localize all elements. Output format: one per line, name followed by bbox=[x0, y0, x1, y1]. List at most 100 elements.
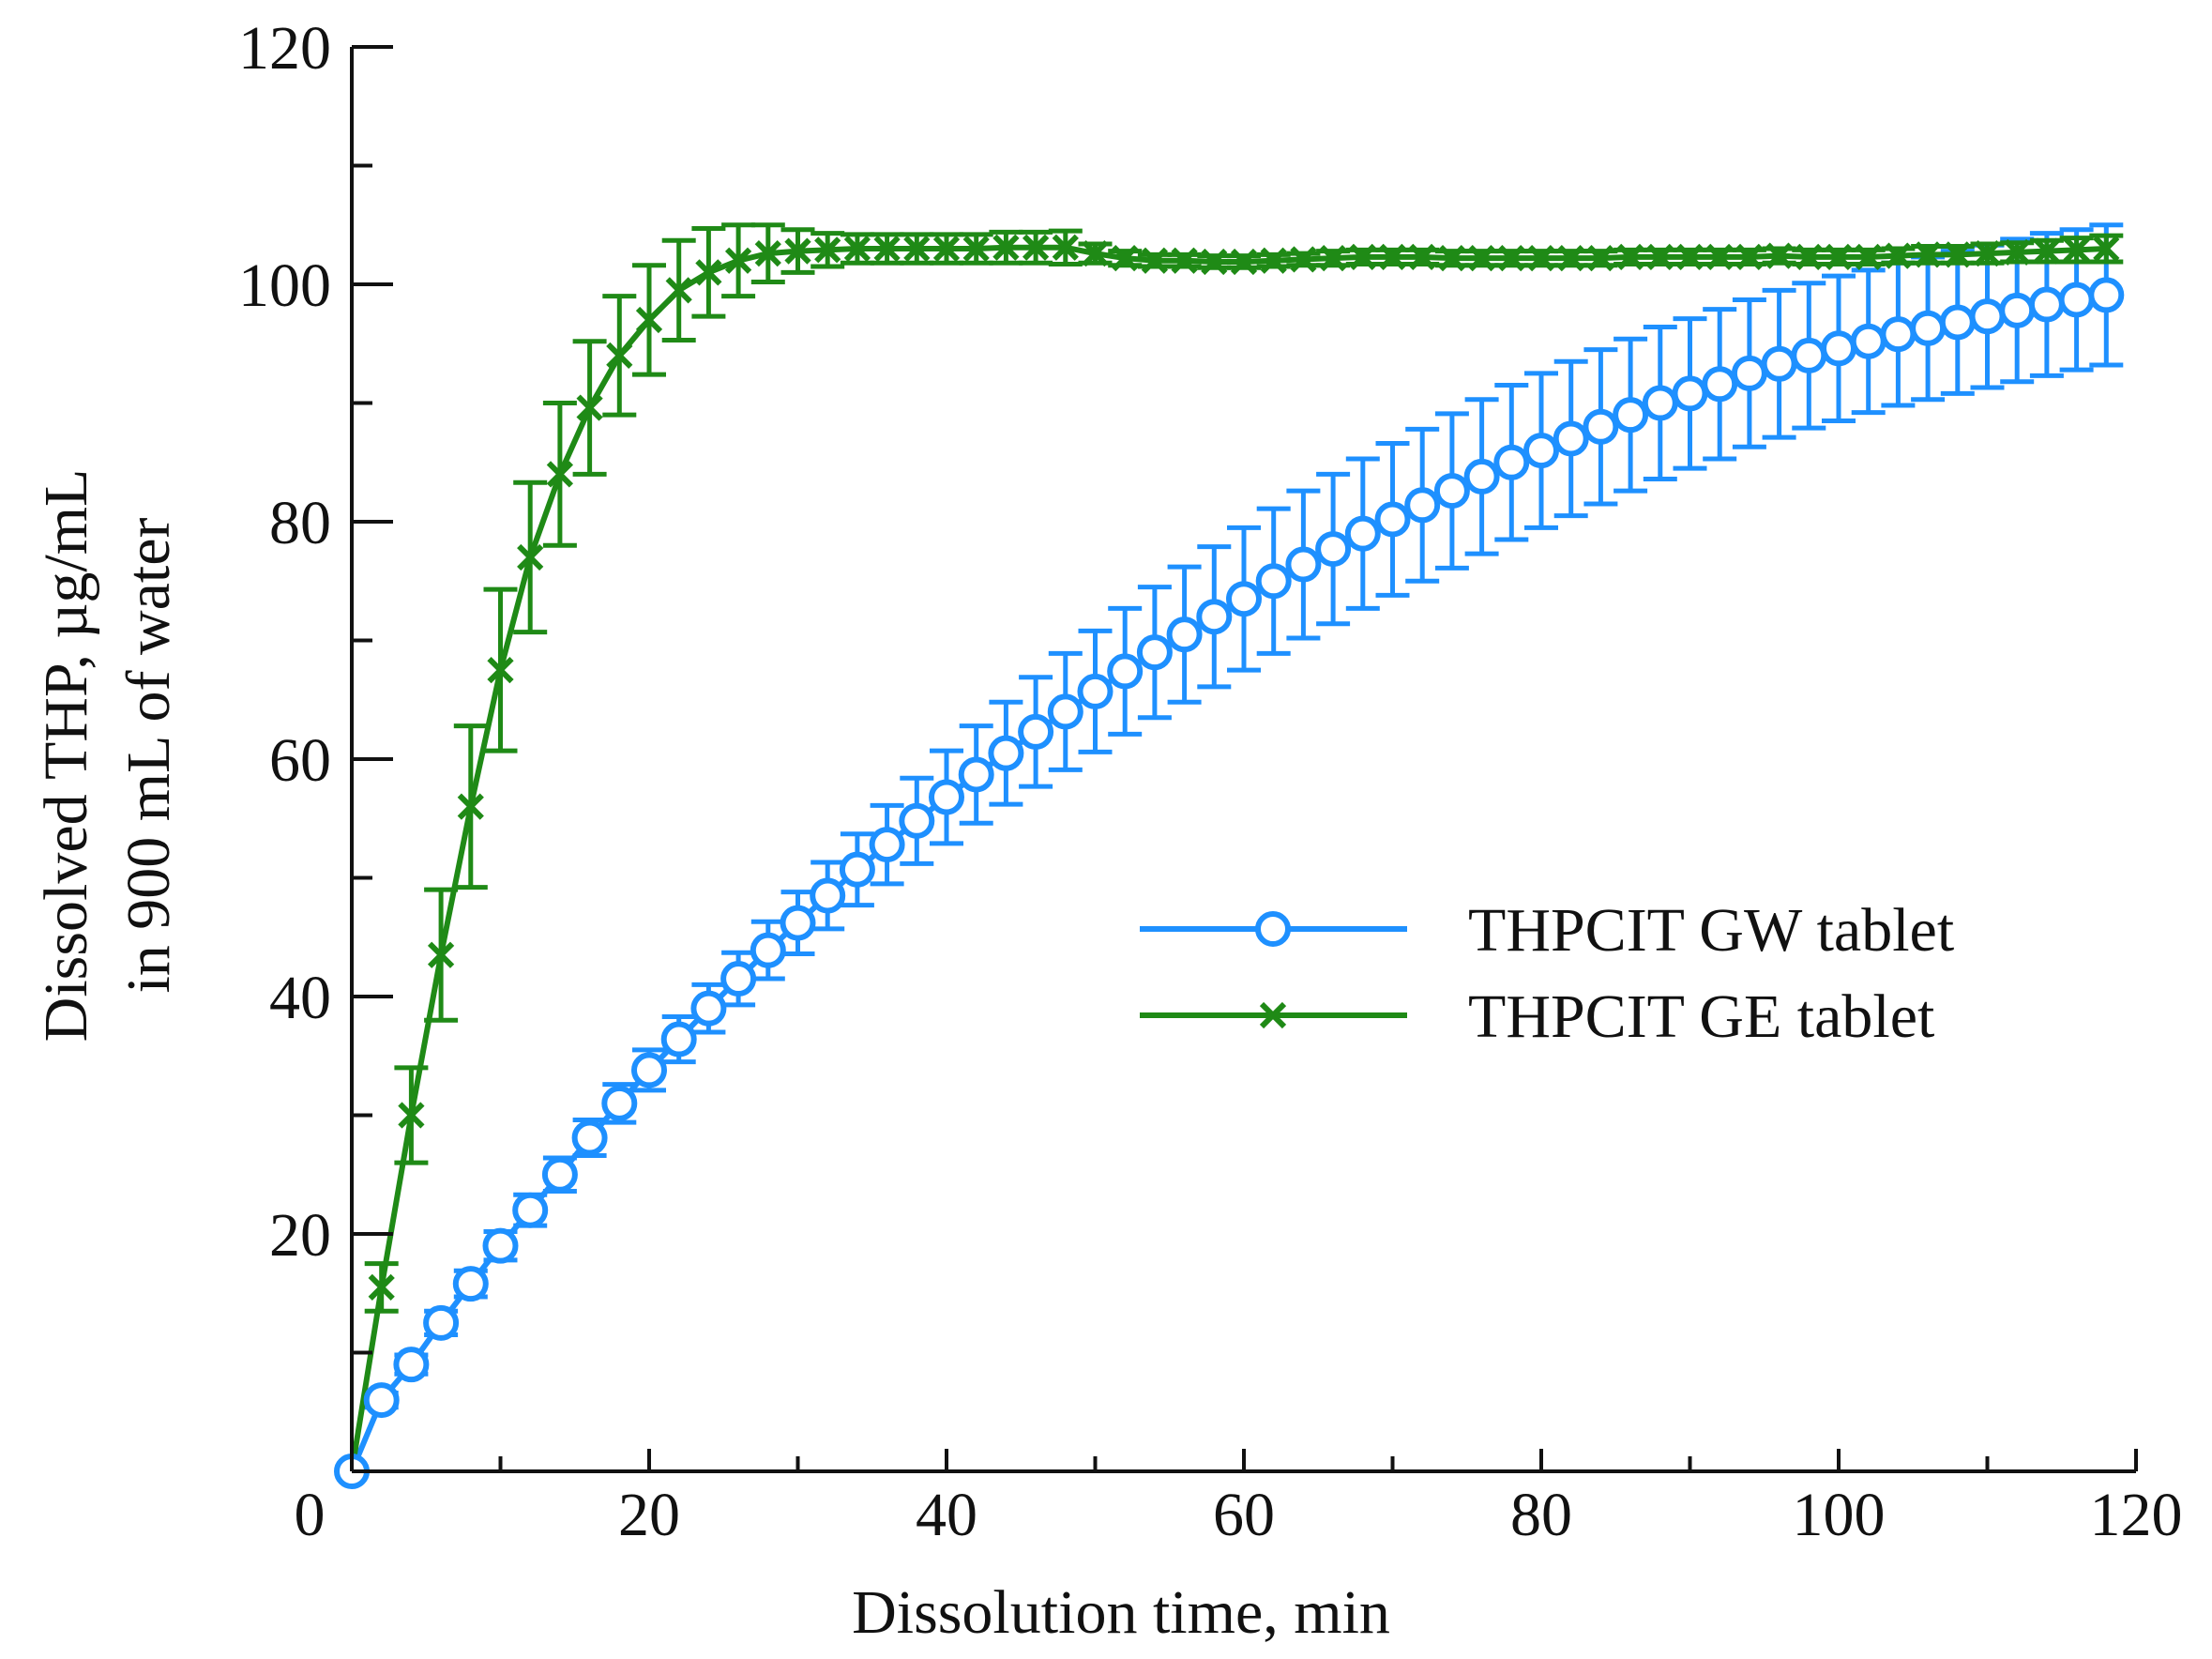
x-tick-label: 20 bbox=[618, 1481, 680, 1549]
data-point-x bbox=[665, 277, 692, 304]
legend: THPCIT GW tablet THPCIT GE tablet bbox=[1140, 896, 1954, 1051]
data-point-x bbox=[1082, 239, 1109, 267]
data-point-x bbox=[1855, 243, 1882, 271]
data-point-circle bbox=[1226, 581, 1262, 617]
data-point-circle bbox=[1761, 345, 1797, 382]
data-point-x bbox=[2004, 238, 2031, 266]
data-point-x bbox=[1885, 242, 1912, 269]
data-point-x bbox=[784, 237, 811, 265]
series-line-gw bbox=[349, 292, 2107, 1473]
data-point-circle bbox=[1166, 616, 1203, 653]
data-point-circle bbox=[423, 1304, 460, 1341]
y-axis-title-line1: Dissolved THP, µg/mL bbox=[32, 469, 100, 1043]
data-point-circle bbox=[1642, 385, 1678, 421]
markers-layer bbox=[334, 234, 2125, 1489]
data-point-circle bbox=[1136, 634, 1173, 671]
data-point-x bbox=[1141, 247, 1169, 274]
data-point-x bbox=[1230, 248, 1258, 276]
legend-marker-gw bbox=[1255, 911, 1291, 947]
data-point-circle bbox=[2028, 286, 2065, 323]
data-point-x bbox=[487, 657, 514, 684]
y-tick-label: 120 bbox=[238, 14, 331, 83]
data-point-circle bbox=[482, 1227, 519, 1264]
data-point-x bbox=[1735, 243, 1764, 271]
data-point-x bbox=[1557, 245, 1584, 272]
data-point-circle bbox=[571, 1119, 608, 1156]
data-point-circle bbox=[780, 905, 816, 941]
data-point-circle bbox=[1880, 316, 1917, 353]
data-point-x bbox=[2093, 235, 2120, 263]
data-point-x bbox=[1468, 245, 1495, 272]
legend-entry-ge: THPCIT GE tablet bbox=[1140, 982, 1934, 1051]
data-point-x bbox=[1201, 248, 1228, 276]
y-tick-label: 40 bbox=[269, 964, 331, 1032]
data-point-x bbox=[992, 234, 1020, 261]
data-point-circle bbox=[1107, 653, 1144, 690]
data-point-circle bbox=[750, 932, 786, 968]
data-point-circle bbox=[720, 961, 757, 997]
error-bars-layer bbox=[364, 222, 2124, 1410]
data-point-x bbox=[1319, 245, 1347, 272]
data-point-circle bbox=[1315, 531, 1352, 568]
data-point-circle bbox=[1255, 563, 1292, 600]
legend-label-gw: THPCIT GW tablet bbox=[1468, 896, 1954, 965]
legend-entry-gw: THPCIT GW tablet bbox=[1140, 896, 1954, 965]
data-point-x bbox=[1171, 247, 1198, 274]
data-point-x bbox=[576, 394, 603, 421]
y-axis-title-line2: in 900 mL of water bbox=[114, 517, 183, 993]
ticks-layer: 0 20 40 60 80 100 120 20 40 60 80 100 120 bbox=[238, 14, 2183, 1549]
series-lines-layer bbox=[349, 244, 2107, 1473]
data-point-x bbox=[1022, 234, 1050, 261]
data-point-x bbox=[398, 1102, 425, 1129]
data-point-circle bbox=[660, 1021, 697, 1058]
data-point-circle bbox=[1910, 310, 1947, 346]
data-point-circle bbox=[1493, 444, 1530, 480]
data-point-circle bbox=[452, 1266, 489, 1302]
data-point-x bbox=[457, 793, 484, 820]
data-point-x bbox=[724, 247, 752, 274]
data-point-circle bbox=[631, 1052, 667, 1088]
data-point-circle bbox=[1731, 355, 1767, 391]
x-tick-label: 0 bbox=[295, 1481, 326, 1549]
axis-labels-layer: Dissolution time, min Dissolved THP, µg/… bbox=[32, 469, 1390, 1647]
data-point-x bbox=[754, 239, 781, 267]
y-tick-label: 80 bbox=[269, 489, 331, 557]
data-point-circle bbox=[929, 779, 964, 815]
data-point-x bbox=[1616, 243, 1644, 271]
data-point-circle bbox=[601, 1085, 638, 1121]
y-tick-label: 100 bbox=[238, 251, 331, 320]
data-point-x bbox=[1527, 245, 1555, 272]
data-point-circle bbox=[1047, 693, 1083, 730]
data-point-circle bbox=[988, 735, 1024, 771]
data-point-circle bbox=[1702, 366, 1738, 403]
data-point-x bbox=[1676, 243, 1704, 271]
data-point-circle bbox=[1821, 330, 1856, 367]
data-point-x bbox=[962, 235, 990, 263]
data-point-circle bbox=[1583, 408, 1619, 445]
data-point-circle bbox=[690, 990, 727, 1027]
data-point-circle bbox=[2088, 277, 2125, 313]
data-point-x bbox=[1974, 239, 2001, 267]
data-point-circle bbox=[1433, 473, 1470, 510]
data-point-x bbox=[1290, 246, 1317, 273]
x-tick-label: 60 bbox=[1213, 1481, 1275, 1549]
data-point-circle bbox=[1969, 298, 2006, 335]
data-point-circle bbox=[2058, 282, 2095, 318]
x-tick-label: 120 bbox=[2090, 1481, 2183, 1549]
data-point-circle bbox=[1344, 515, 1381, 552]
data-point-x bbox=[1944, 241, 1971, 268]
data-point-circle bbox=[958, 756, 994, 793]
data-point-circle bbox=[1791, 337, 1827, 373]
data-point-circle bbox=[1285, 546, 1322, 583]
data-point-x bbox=[546, 461, 574, 488]
data-point-circle bbox=[363, 1382, 400, 1419]
data-point-x bbox=[2033, 237, 2061, 265]
x-tick-label: 40 bbox=[916, 1481, 977, 1549]
data-point-x bbox=[1914, 241, 1942, 268]
data-point-x bbox=[368, 1273, 395, 1301]
x-tick-label: 100 bbox=[1793, 1481, 1886, 1549]
data-point-x bbox=[903, 235, 931, 263]
data-point-circle bbox=[899, 802, 935, 839]
data-point-x bbox=[1112, 245, 1139, 272]
